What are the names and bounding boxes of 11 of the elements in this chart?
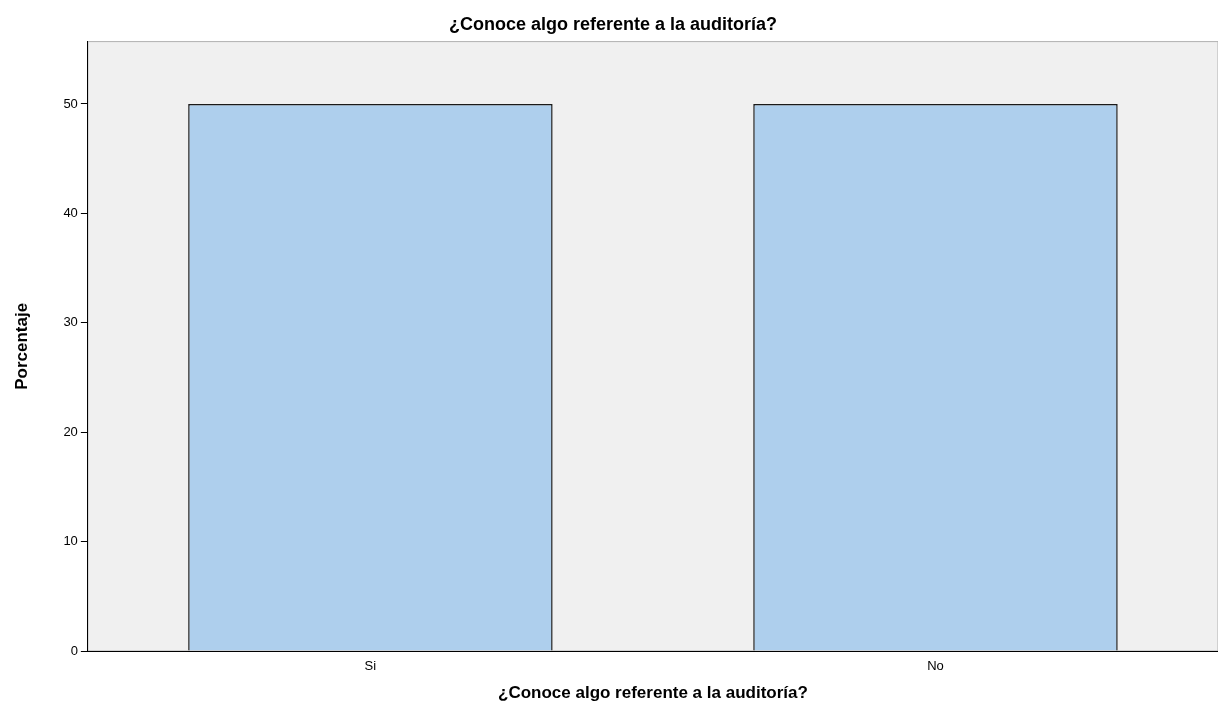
x-tick-label: Si — [364, 658, 377, 674]
y-tick-label: 40 — [63, 204, 78, 220]
y-tick-label: 30 — [63, 314, 78, 330]
x-tick-label: No — [927, 658, 944, 674]
y-axis-title: Porcentaje — [11, 302, 31, 390]
y-tick-label: 20 — [63, 423, 78, 439]
y-tick-label: 0 — [70, 642, 78, 658]
chart-title: ¿Conoce algo referente a la auditoría? — [448, 13, 778, 34]
x-axis-title: ¿Conoce algo referente a la auditoría? — [498, 683, 808, 703]
y-tick-label: 50 — [63, 95, 78, 111]
y-tick-label: 10 — [63, 533, 78, 549]
